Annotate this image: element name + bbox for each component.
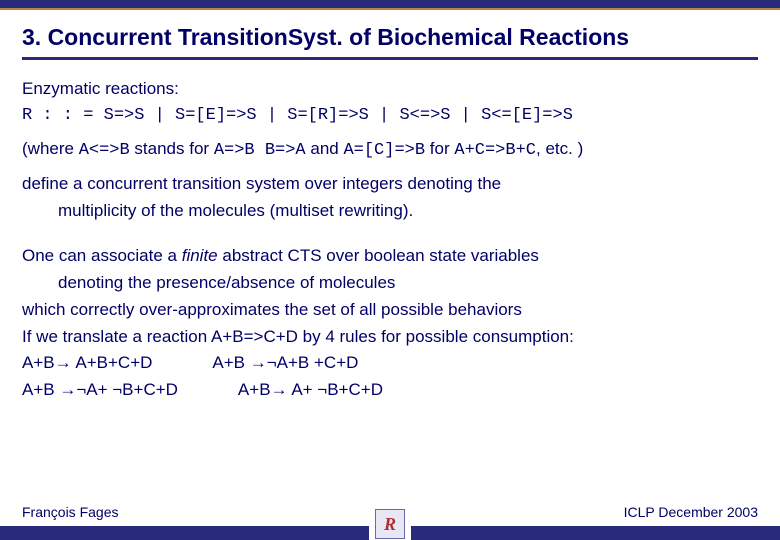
footer-bar-left <box>0 526 369 540</box>
where-text-5: , etc. ) <box>536 139 583 158</box>
top-accent-bar <box>0 0 780 10</box>
slide-title: 3. Concurrent TransitionSyst. of Biochem… <box>22 24 758 51</box>
where-text-2: stands for <box>130 139 214 158</box>
rule-4: A+B→ A+ ¬B+C+D <box>238 379 383 402</box>
where-text-3: and <box>306 139 344 158</box>
footer-logo-slot: R <box>369 526 411 540</box>
grammar-rule: R : : = S=>S | S=[E]=>S | S=[R]=>S | S<=… <box>22 105 758 128</box>
over-approx-line: which correctly over-approximates the se… <box>22 299 758 322</box>
footer-venue: ICLP December 2003 <box>624 504 758 520</box>
where-code-2: A=>B B=>A <box>214 141 306 160</box>
translate-line: If we translate a reaction A+B=>C+D by 4… <box>22 326 758 349</box>
where-text-1: (where <box>22 139 79 158</box>
footer-bar: R <box>0 526 780 540</box>
associate-pre: One can associate a <box>22 246 182 265</box>
define-line-2: multiplicity of the molecules (multiset … <box>22 200 758 223</box>
where-code-4: A+C=>B+C <box>454 141 536 160</box>
where-code-3: A=[C]=>B <box>343 141 425 160</box>
rule-1: A+B→ A+B+C+D <box>22 352 152 375</box>
associate-line-1: One can associate a finite abstract CTS … <box>22 245 758 268</box>
associate-italic: finite <box>182 246 218 265</box>
where-line: (where A<=>B stands for A=>B B=>A and A=… <box>22 138 758 163</box>
rules-row-2: A+B →¬A+ ¬B+C+D A+B→ A+ ¬B+C+D <box>22 379 758 402</box>
slide-content: 3. Concurrent TransitionSyst. of Biochem… <box>0 10 780 402</box>
title-underline <box>22 57 758 60</box>
associate-line-2: denoting the presence/absence of molecul… <box>22 272 758 295</box>
define-line-1: define a concurrent transition system ov… <box>22 173 758 196</box>
rule-3: A+B →¬A+ ¬B+C+D <box>22 379 178 402</box>
associate-post: abstract CTS over boolean state variable… <box>218 246 539 265</box>
where-code-1: A<=>B <box>79 141 130 160</box>
rule-2: A+B →¬A+B +C+D <box>212 352 358 375</box>
slide-footer: François Fages ICLP December 2003 R <box>0 504 780 540</box>
footer-bar-right <box>411 526 780 540</box>
inria-logo-icon: R <box>375 509 405 539</box>
footer-author: François Fages <box>22 504 118 520</box>
rules-row-1: A+B→ A+B+C+D A+B →¬A+B +C+D <box>22 352 758 375</box>
enzymatic-heading: Enzymatic reactions: <box>22 78 758 101</box>
where-text-4: for <box>425 139 454 158</box>
